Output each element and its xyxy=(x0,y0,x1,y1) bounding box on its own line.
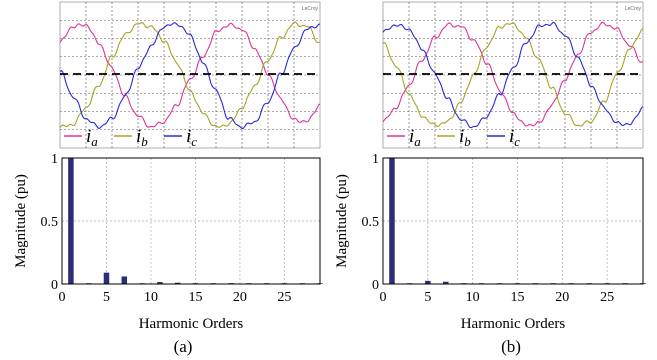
scope-brand-tag: LeCroy xyxy=(302,6,319,12)
x-tick-label: 15 xyxy=(510,290,524,305)
waveform-ib xyxy=(59,21,320,128)
legend-subscript-a: a xyxy=(91,134,98,149)
legend-label-c: ic xyxy=(186,126,197,149)
x-axis-title: Harmonic Orders xyxy=(461,316,566,332)
waveform-ic xyxy=(59,22,321,130)
x-tick-label: 5 xyxy=(103,290,110,305)
harmonic-spectrum-b: 0 5 10 15 20 25 0 0.5 1 Harmonic Orders Magnitude … xyxy=(334,152,646,356)
legend-subscript-b: b xyxy=(141,134,148,149)
y-tick-label: 0.5 xyxy=(362,215,380,230)
panel-a: LeCroy ia ib ic 0 5 10 15 20 25 0 0.5 1 Harmonic Ord… xyxy=(0,0,328,360)
y-tick-label: 0.5 xyxy=(41,215,59,230)
panel-label: (b) xyxy=(501,337,521,356)
y-tick-label: 1 xyxy=(372,152,379,167)
legend-subscript-a: a xyxy=(414,134,421,149)
scope-brand-tag: LeCroy xyxy=(625,6,642,12)
y-axis-title: Magnitude (pu) xyxy=(13,174,29,268)
x-tick-label: 5 xyxy=(424,290,431,305)
x-axis-title: Harmonic Orders xyxy=(139,316,244,332)
waveform-ib xyxy=(382,22,644,128)
x-tick-label: 10 xyxy=(144,290,158,305)
bar-h5 xyxy=(425,280,431,284)
y-tick-label: 0 xyxy=(372,278,379,293)
bar-h13 xyxy=(174,282,181,284)
x-tick-label: 20 xyxy=(555,290,569,305)
x-tick-label: 10 xyxy=(466,290,480,305)
bar-h11 xyxy=(157,282,163,284)
legend-subscript-c: c xyxy=(514,134,520,149)
x-tick-label: 0 xyxy=(59,290,66,305)
bar-h7 xyxy=(121,276,128,284)
panel-label: (a) xyxy=(174,337,193,356)
bar-h1 xyxy=(68,158,74,284)
legend-label-c: ic xyxy=(509,126,520,149)
bar-h7 xyxy=(443,281,449,284)
y-tick-label: 0 xyxy=(51,278,58,293)
x-tick-label: 25 xyxy=(277,290,291,305)
legend-subscript-b: b xyxy=(464,134,471,149)
y-axis-title: Magnitude (pu) xyxy=(334,174,350,268)
harmonic-spectrum-a: 0 5 10 15 20 25 0 0.5 1 Harmonic Orders Magnitude … xyxy=(13,152,323,356)
legend-subscript-c: c xyxy=(191,134,197,149)
waveform-ic xyxy=(382,21,644,129)
bar-h1 xyxy=(389,158,395,284)
plot-frame xyxy=(61,157,321,285)
x-tick-label: 25 xyxy=(600,290,614,305)
bar-h5 xyxy=(103,272,110,284)
x-tick-label: 15 xyxy=(188,290,202,305)
panel-b: LeCroy ia ib ic 0 5 10 15 20 25 0 0.5 1 Harmonic Ord… xyxy=(328,0,656,360)
x-tick-label: 0 xyxy=(380,290,387,305)
x-tick-label: 20 xyxy=(233,290,247,305)
plot-frame xyxy=(382,157,644,285)
waveform-ia xyxy=(59,22,321,128)
y-tick-label: 1 xyxy=(51,152,58,167)
